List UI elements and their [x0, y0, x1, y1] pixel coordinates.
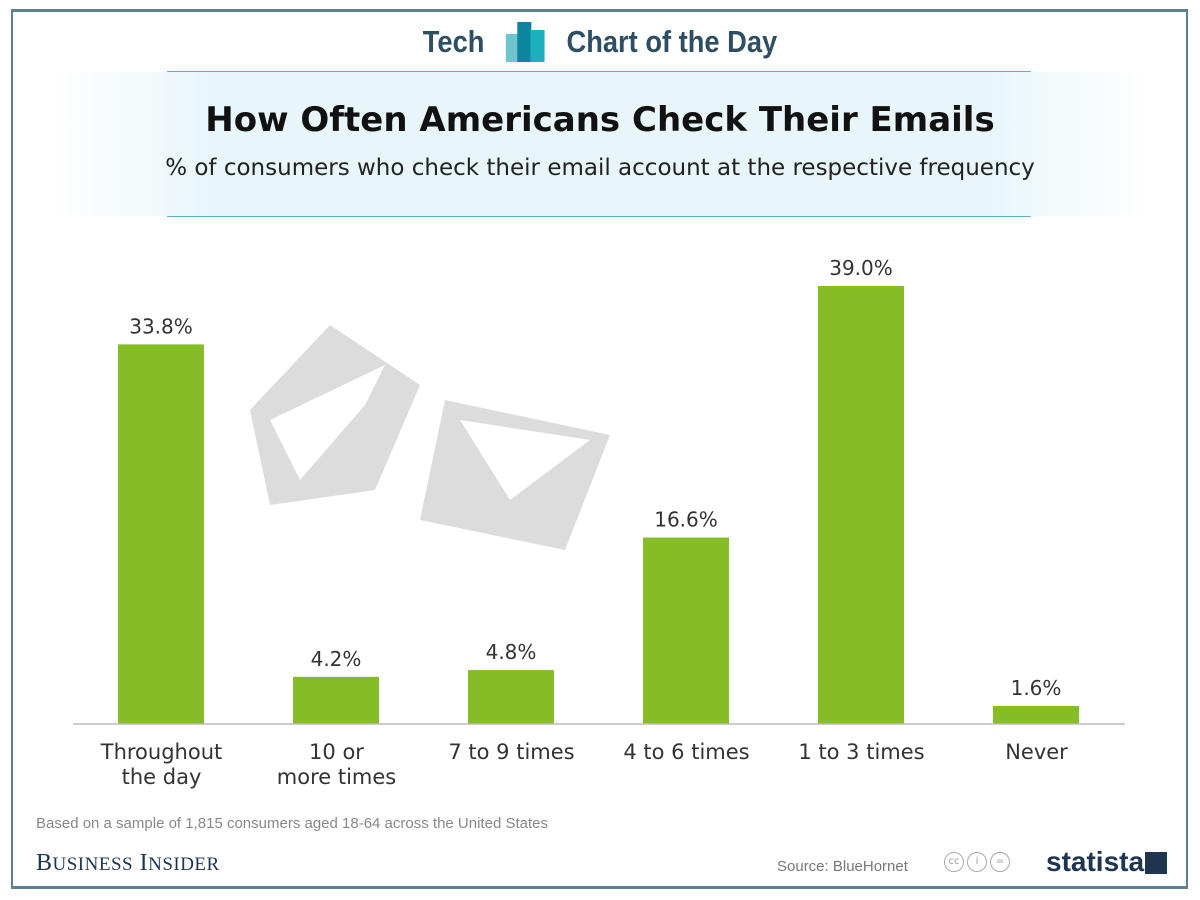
- data-label: 4.8%: [486, 640, 537, 664]
- source: Source: BlueHornet: [777, 858, 908, 875]
- category-label: 1 to 3 times: [798, 740, 925, 764]
- data-label: 16.6%: [654, 508, 718, 532]
- bar: [118, 344, 204, 724]
- bar: [293, 676, 379, 724]
- category-label: 7 to 9 times: [448, 740, 575, 764]
- header-chart-of-the-day: Chart of the Day: [566, 24, 778, 59]
- bar: [468, 670, 554, 724]
- cc-icon: cc: [944, 852, 964, 872]
- statista-logo: statista: [1046, 846, 1145, 877]
- nd-icon: =: [990, 852, 1010, 872]
- business-insider-logo: BUSINESS INSIDER: [36, 850, 220, 876]
- divider: [167, 216, 1031, 217]
- title-band: [50, 72, 1150, 216]
- data-label: 1.6%: [1011, 676, 1062, 700]
- category-label: Throughout the day: [100, 740, 223, 789]
- category-label: 4 to 6 times: [623, 740, 750, 764]
- data-label: 4.2%: [311, 647, 362, 671]
- bar: [643, 537, 729, 724]
- by-icon: i: [967, 852, 987, 872]
- data-label: 39.0%: [829, 256, 893, 280]
- category-label: 10 or more times: [276, 740, 397, 789]
- bar: [818, 286, 904, 724]
- frame: [11, 9, 1188, 889]
- footnote: Based on a sample of 1,815 consumers age…: [36, 815, 548, 832]
- divider: [167, 71, 1031, 72]
- data-label: 33.8%: [129, 314, 193, 338]
- chart-title: How Often Americans Check Their Emails: [205, 100, 995, 140]
- chart-logo-icon: [506, 22, 545, 62]
- statista-logo-icon: [1145, 852, 1167, 874]
- bar: [993, 706, 1079, 724]
- envelope-icon: [250, 325, 610, 550]
- chart-subtitle: % of consumers who check their email acc…: [165, 155, 1035, 181]
- category-label: Never: [1005, 740, 1068, 764]
- creative-commons-icons: cc i =: [944, 852, 1013, 872]
- header-tech: Tech: [422, 24, 485, 59]
- chart-of-the-day-header: Tech Chart of the Day: [72, 22, 1128, 62]
